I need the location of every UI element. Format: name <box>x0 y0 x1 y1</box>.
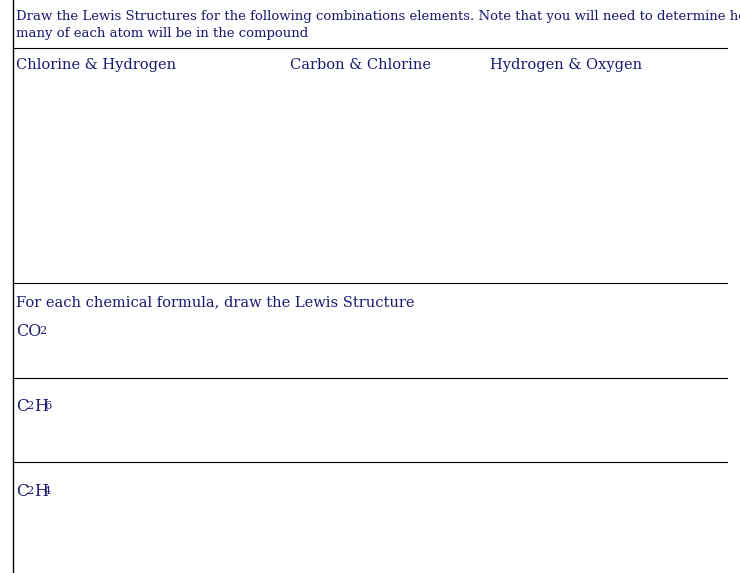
Text: 2: 2 <box>26 486 33 496</box>
Text: many of each atom will be in the compound: many of each atom will be in the compoun… <box>16 27 309 40</box>
Text: Draw the Lewis Structures for the following combinations elements. Note that you: Draw the Lewis Structures for the follow… <box>16 10 740 23</box>
Text: C: C <box>16 483 28 500</box>
Text: C: C <box>16 398 28 415</box>
Text: 6: 6 <box>44 401 51 411</box>
Text: Hydrogen & Oxygen: Hydrogen & Oxygen <box>490 58 642 72</box>
Text: Chlorine & Hydrogen: Chlorine & Hydrogen <box>16 58 176 72</box>
Text: Carbon & Chlorine: Carbon & Chlorine <box>290 58 431 72</box>
Text: CO: CO <box>16 323 41 340</box>
Text: 4: 4 <box>44 486 51 496</box>
Text: 2: 2 <box>39 326 46 336</box>
Text: H: H <box>34 398 48 415</box>
Text: H: H <box>34 483 48 500</box>
Text: 2: 2 <box>26 401 33 411</box>
Text: For each chemical formula, draw the Lewis Structure: For each chemical formula, draw the Lewi… <box>16 295 414 309</box>
